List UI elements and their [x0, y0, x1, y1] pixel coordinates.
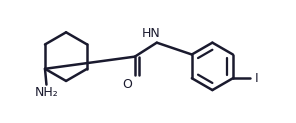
Text: HN: HN [141, 27, 160, 40]
Text: NH₂: NH₂ [35, 86, 58, 99]
Text: I: I [255, 72, 258, 85]
Text: O: O [123, 78, 132, 91]
